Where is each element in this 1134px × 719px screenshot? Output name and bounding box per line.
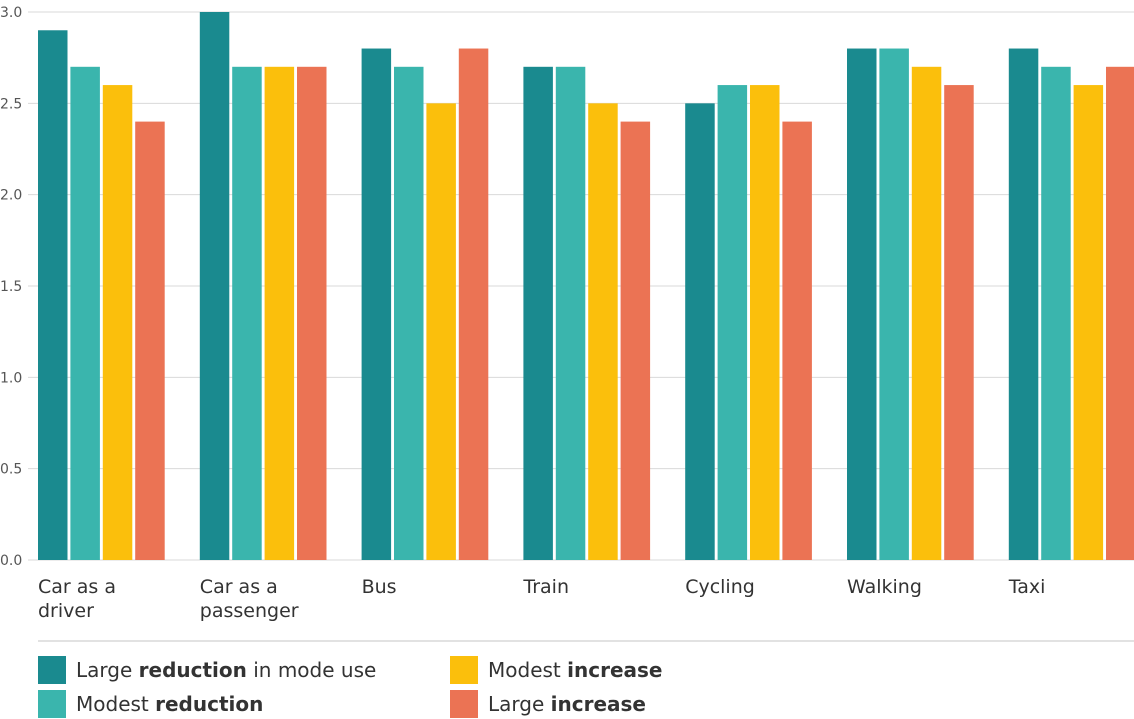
x-category-label: Walking	[847, 576, 922, 598]
bar	[782, 121, 812, 560]
bar	[361, 48, 392, 561]
bar	[1106, 66, 1134, 561]
x-category-label: Car as a passenger	[200, 576, 299, 622]
bar	[847, 48, 877, 561]
bar	[750, 85, 780, 561]
bar	[1008, 48, 1039, 561]
bar	[102, 85, 133, 561]
y-tick-label: 2.5	[0, 96, 22, 112]
x-category-label: Taxi	[1008, 576, 1046, 598]
x-category-label: Train	[522, 576, 569, 598]
bar	[911, 66, 942, 561]
bar	[458, 48, 489, 561]
legend-item-large-reduction: Large reduction in mode use	[38, 655, 376, 685]
y-tick-label: 1.0	[0, 370, 22, 386]
bar	[426, 103, 456, 560]
bar	[1041, 66, 1071, 561]
bar	[70, 66, 100, 561]
legend-item-modest-increase: Modest increase	[450, 655, 662, 685]
bar	[38, 30, 68, 561]
legend-label: Large increase	[488, 692, 646, 716]
y-tick-label: 2.0	[0, 188, 22, 204]
legend-label: Modest reduction	[76, 692, 264, 716]
legend-swatch	[38, 690, 66, 718]
y-tick-label: 0.0	[0, 553, 22, 569]
legend-swatch	[450, 656, 478, 684]
bar	[297, 66, 327, 561]
legend-swatch	[38, 656, 66, 684]
y-tick-label: 1.5	[0, 279, 22, 295]
bar	[620, 121, 651, 560]
legend-item-large-increase: Large increase	[450, 689, 646, 719]
bar	[588, 103, 618, 560]
x-category-label: Car as a driver	[38, 576, 116, 622]
bar	[879, 48, 909, 561]
bar	[1073, 85, 1104, 561]
legend-label: Modest increase	[488, 658, 663, 682]
bar	[717, 85, 748, 561]
legend-item-modest-reduction: Modest reduction	[38, 689, 263, 719]
bar	[232, 66, 262, 561]
legend-label: Large reduction in mode use	[76, 658, 377, 682]
x-category-label-line: driver	[38, 600, 94, 622]
bar	[523, 66, 553, 561]
x-category-label: Bus	[362, 576, 397, 598]
bar	[394, 66, 424, 561]
x-category-label-line: Car as a	[38, 576, 116, 598]
bar	[264, 66, 295, 561]
x-category-label-line: Walking	[847, 576, 922, 598]
x-category-label-line: passenger	[200, 600, 299, 622]
bar	[944, 85, 974, 561]
legend-swatch	[450, 690, 478, 718]
x-category-label: Cycling	[685, 576, 755, 598]
chart-legend: Large reduction in mode use Modest reduc…	[38, 655, 1038, 718]
bar	[685, 103, 715, 560]
x-category-label-line: Taxi	[1008, 576, 1046, 598]
x-category-label-line: Cycling	[685, 576, 755, 598]
y-tick-label: 0.5	[0, 462, 22, 478]
bar	[199, 12, 230, 560]
bar	[135, 121, 165, 560]
x-category-label-line: Bus	[362, 576, 397, 598]
x-category-label-line: Train	[522, 576, 569, 598]
y-tick-label: 3.0	[0, 5, 22, 21]
bar	[555, 66, 586, 561]
x-category-label-line: Car as a	[200, 576, 278, 598]
